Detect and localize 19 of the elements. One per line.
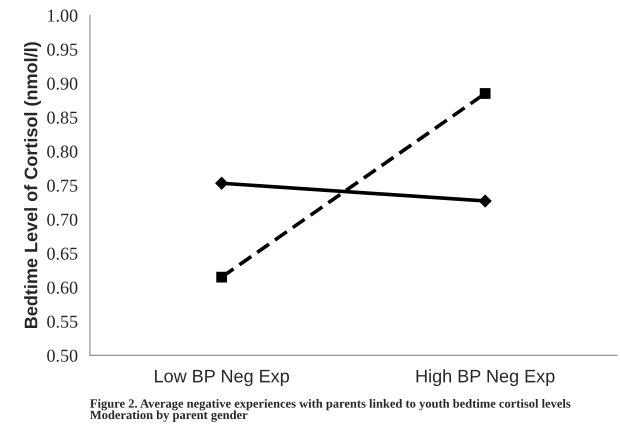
point [216,272,228,283]
y-tick-label: 0.55 [47,316,78,328]
caption: Figure 2. Average negative experiences with parents linked to youth bedtime cortisol levels Moderation by parent gender [90,398,570,422]
point [480,88,491,99]
y-tick-label: 0.70 [47,214,78,226]
x-tick-label: Low BP Neg Exp [155,370,289,386]
y-tick-label: 0.90 [47,78,78,90]
y-tick-label: 0.50 [47,350,78,362]
y-tick-label: 0.95 [47,44,78,56]
x-tick-label: High BP Neg Exp [416,369,554,386]
y-axis-title: Bedtime Level of Cortisol (nmol/l) [24,42,41,328]
y-tick-label: 0.85 [47,112,78,124]
y-tick-label: 0.80 [47,146,78,158]
y-tick-label: 0.75 [47,180,78,192]
point [215,176,228,190]
y-tick-label: 0.60 [47,282,78,294]
y-tick-label: 0.65 [47,248,78,260]
y-tick-label: 1.00 [48,10,78,22]
point [478,194,492,208]
